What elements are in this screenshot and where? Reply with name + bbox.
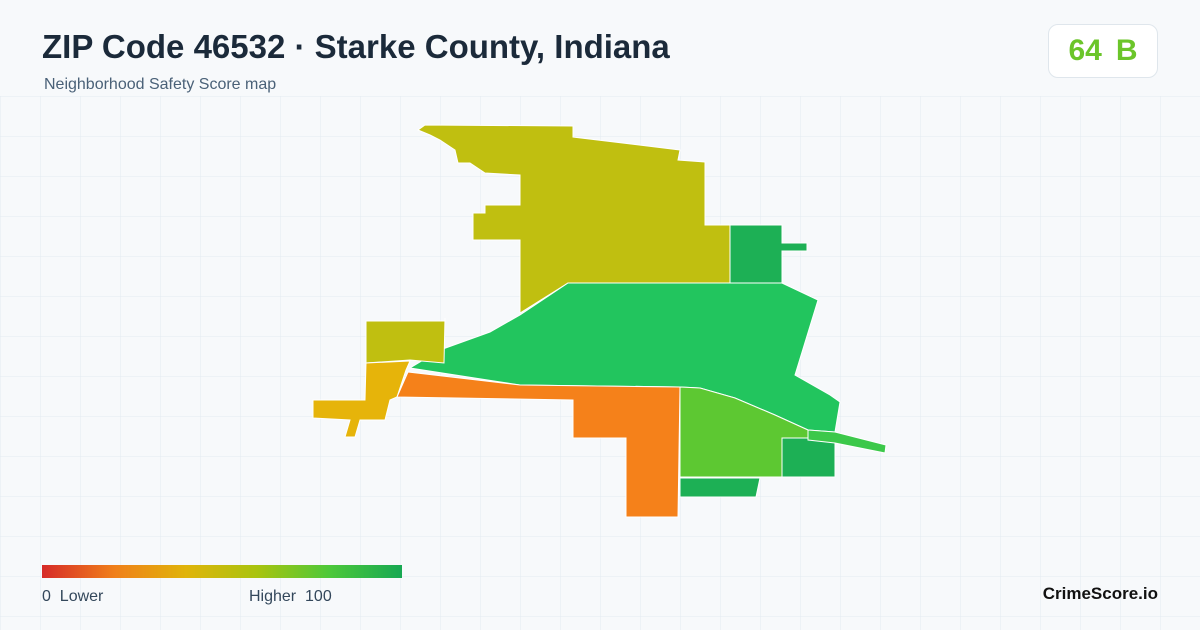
legend-min: 0 bbox=[42, 588, 51, 605]
legend-max: 100 bbox=[305, 588, 332, 605]
area bbox=[416, 124, 731, 314]
brand: CrimeScore.io bbox=[1042, 584, 1158, 603]
score-grade: B bbox=[1115, 34, 1138, 67]
title: ZIP Code 46532 · Starke County, Indiana bbox=[42, 28, 670, 65]
legend-min-label: Lower bbox=[59, 588, 104, 605]
area bbox=[396, 371, 681, 518]
subtitle: Neighborhood Safety Score map bbox=[44, 76, 277, 93]
area bbox=[365, 317, 446, 364]
score-badge: 64 B bbox=[1048, 24, 1158, 78]
area bbox=[312, 360, 411, 438]
area bbox=[781, 437, 836, 478]
zip-areas bbox=[312, 124, 887, 518]
area bbox=[679, 477, 761, 498]
legend-max-label: Higher bbox=[249, 588, 297, 605]
area bbox=[807, 429, 887, 454]
legend-gradient bbox=[42, 565, 402, 578]
legend-high: Higher 100 bbox=[249, 588, 332, 606]
score-value: 64 bbox=[1068, 34, 1102, 67]
legend-low: 0 Lower bbox=[42, 588, 103, 606]
